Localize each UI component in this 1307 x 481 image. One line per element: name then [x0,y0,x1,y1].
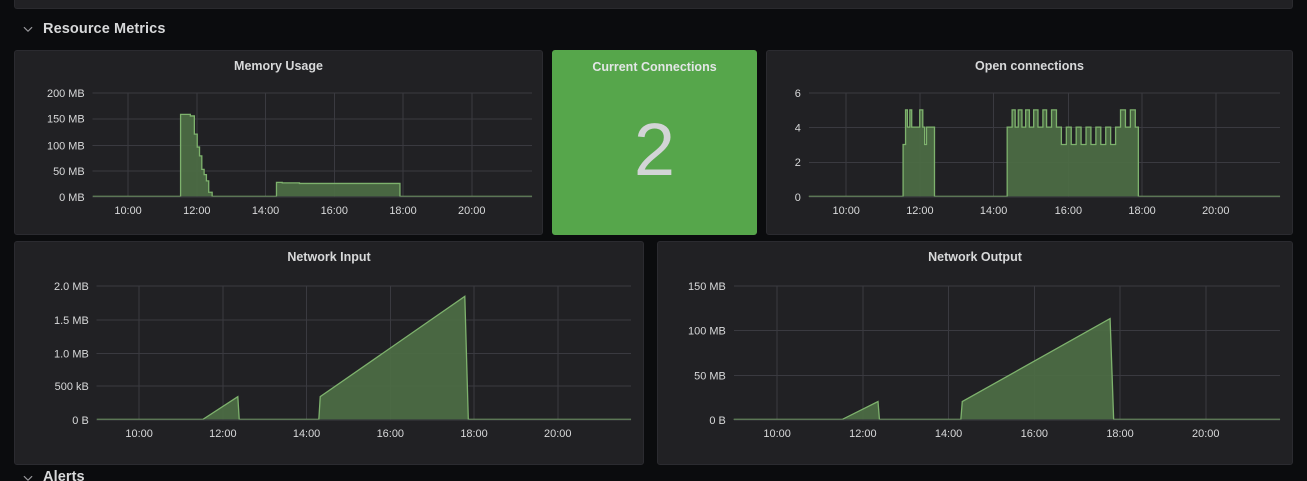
panel-title-network-output: Network Output [928,250,1022,264]
y-axis-tick: 150 MB [688,281,726,293]
panel-network-output[interactable]: Network Output 0 B 50 MB 100 MB 150 MB 10:00… [657,241,1293,465]
y-axis-tick: 2 [795,157,801,169]
x-axis-tick: 18:00 [1106,428,1133,440]
series-line [808,109,1281,198]
y-axis-tick: 4 [795,123,801,135]
chart-network-input[interactable]: 0 B 500 kB 1.0 MB 1.5 MB 2.0 MB 10:00 12:00 14:… [15,242,643,464]
row-header-next[interactable]: Alerts [14,470,1293,481]
previous-row-panel-edge [14,0,1293,9]
x-axis-tick: 20:00 [544,428,571,440]
series-fill [733,318,1281,420]
x-axis-tick: 16:00 [377,428,404,440]
x-axis-tick: 12:00 [183,205,210,217]
x-axis-tick: 10:00 [114,205,141,217]
panel-title-memory-usage: Memory Usage [234,59,323,73]
y-axis-tick: 100 MB [688,326,726,338]
x-axis-tick: 12:00 [849,428,876,440]
x-axis-tick: 10:00 [763,428,790,440]
x-axis-tick: 16:00 [1021,428,1048,440]
y-axis-tick: 1.0 MB [54,348,89,360]
x-axis-tick: 10:00 [833,205,860,217]
y-axis-tick: 50 MB [694,370,726,382]
y-axis-tick: 0 [795,192,801,204]
chart-open-connections[interactable]: 0 2 4 6 10:00 12:00 14:00 16:00 18:00 20:00 [767,51,1292,234]
stat-value-current-connections: 2 [633,107,676,191]
x-axis-tick: 18:00 [460,428,487,440]
x-axis-tick: 16:00 [321,205,348,217]
x-axis-tick: 14:00 [980,205,1007,217]
x-axis-tick: 18:00 [1128,205,1155,217]
chart-memory-usage[interactable]: 0 MB 50 MB 100 MB 150 MB 200 MB 10:00 12:00 14:… [15,51,542,234]
x-axis-tick: 20:00 [1192,428,1219,440]
y-axis-tick: 2.0 MB [54,281,89,293]
y-axis-tick: 150 MB [47,114,85,126]
y-axis-tick: 1.5 MB [54,315,89,327]
chart-network-output[interactable]: 0 B 50 MB 100 MB 150 MB 10:00 12:00 14:00 16:00… [658,242,1292,464]
series-fill [92,114,533,197]
x-axis-tick: 14:00 [935,428,962,440]
x-axis-tick: 14:00 [293,428,320,440]
y-axis-tick: 0 MB [59,192,85,204]
x-axis-tick: 12:00 [906,205,933,217]
x-axis-tick: 12:00 [209,428,236,440]
chevron-down-icon[interactable] [22,472,34,481]
y-axis-tick: 0 B [709,415,725,427]
series-line [92,113,533,198]
x-axis-tick: 20:00 [1202,205,1229,217]
x-axis-tick: 10:00 [125,428,152,440]
x-axis-tick: 16:00 [1055,205,1082,217]
row-title-next: Alerts [43,470,85,481]
y-axis-tick: 6 [795,88,801,100]
y-axis-tick: 50 MB [53,166,85,178]
series-fill [96,296,632,420]
y-axis-tick: 0 B [72,415,88,427]
panel-memory-usage[interactable]: Memory Usage 0 MB 50 MB 100 MB 150 MB 200 MB… [14,50,543,235]
panel-title-open-connections: Open connections [974,59,1085,73]
panel-open-connections[interactable]: Open connections 0 2 4 6 10:00 12:00 14:00 16:0… [766,50,1293,235]
panel-current-connections[interactable]: Current Connections 2 [552,50,757,235]
series-fill [808,109,1281,197]
row-title: Resource Metrics [43,21,166,37]
panel-title-current-connections: Current Connections [592,60,717,74]
x-axis-tick: 18:00 [389,205,416,217]
y-axis-tick: 100 MB [47,140,85,152]
chevron-down-icon[interactable] [22,23,34,35]
panel-network-input[interactable]: Network Input 0 B 500 kB 1.0 MB 1.5 MB 2.0 M… [14,241,644,465]
row-header-resource-metrics[interactable]: Resource Metrics [14,14,1293,44]
panel-title-network-input: Network Input [287,250,371,264]
y-axis-tick: 200 MB [47,88,85,100]
x-axis-tick: 14:00 [252,205,279,217]
y-axis-tick: 500 kB [55,381,89,393]
x-axis-tick: 20:00 [458,205,485,217]
